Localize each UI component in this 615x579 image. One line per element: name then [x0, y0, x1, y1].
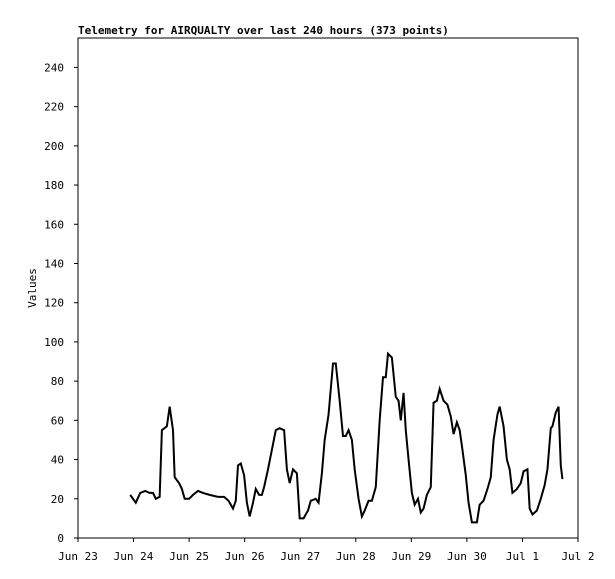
- y-tick-label: 40: [51, 454, 64, 467]
- y-tick-label: 180: [44, 179, 64, 192]
- y-tick-label: 60: [51, 414, 64, 427]
- x-tick-label: Jul 2: [561, 550, 594, 563]
- x-tick-label: Jun 24: [114, 550, 154, 563]
- x-tick-label: Jun 26: [225, 550, 265, 563]
- y-tick-label: 240: [44, 61, 64, 74]
- x-tick-label: Jun 28: [336, 550, 376, 563]
- y-tick-label: 220: [44, 101, 64, 114]
- plot-frame: [77, 37, 579, 539]
- chart-title: Telemetry for AIRQUALTY over last 240 ho…: [78, 24, 449, 37]
- y-axis-label: Values: [26, 268, 39, 308]
- y-tick-label: 200: [44, 140, 64, 153]
- x-tick-label: Jul 1: [506, 550, 539, 563]
- y-tick-label: 80: [51, 375, 64, 388]
- x-tick-label: Jun 29: [391, 550, 431, 563]
- y-tick-label: 0: [57, 532, 64, 545]
- x-tick-label: Jun 25: [169, 550, 209, 563]
- y-tick-label: 120: [44, 297, 64, 310]
- x-tick-label: Jun 30: [447, 550, 487, 563]
- y-tick-label: 100: [44, 336, 64, 349]
- y-tick-label: 20: [51, 493, 64, 506]
- data-line: [129, 351, 564, 524]
- x-tick-label: Jun 23: [58, 550, 98, 563]
- y-tick-label: 160: [44, 218, 64, 231]
- y-tick-label: 140: [44, 257, 64, 270]
- x-tick-label: Jun 27: [280, 550, 320, 563]
